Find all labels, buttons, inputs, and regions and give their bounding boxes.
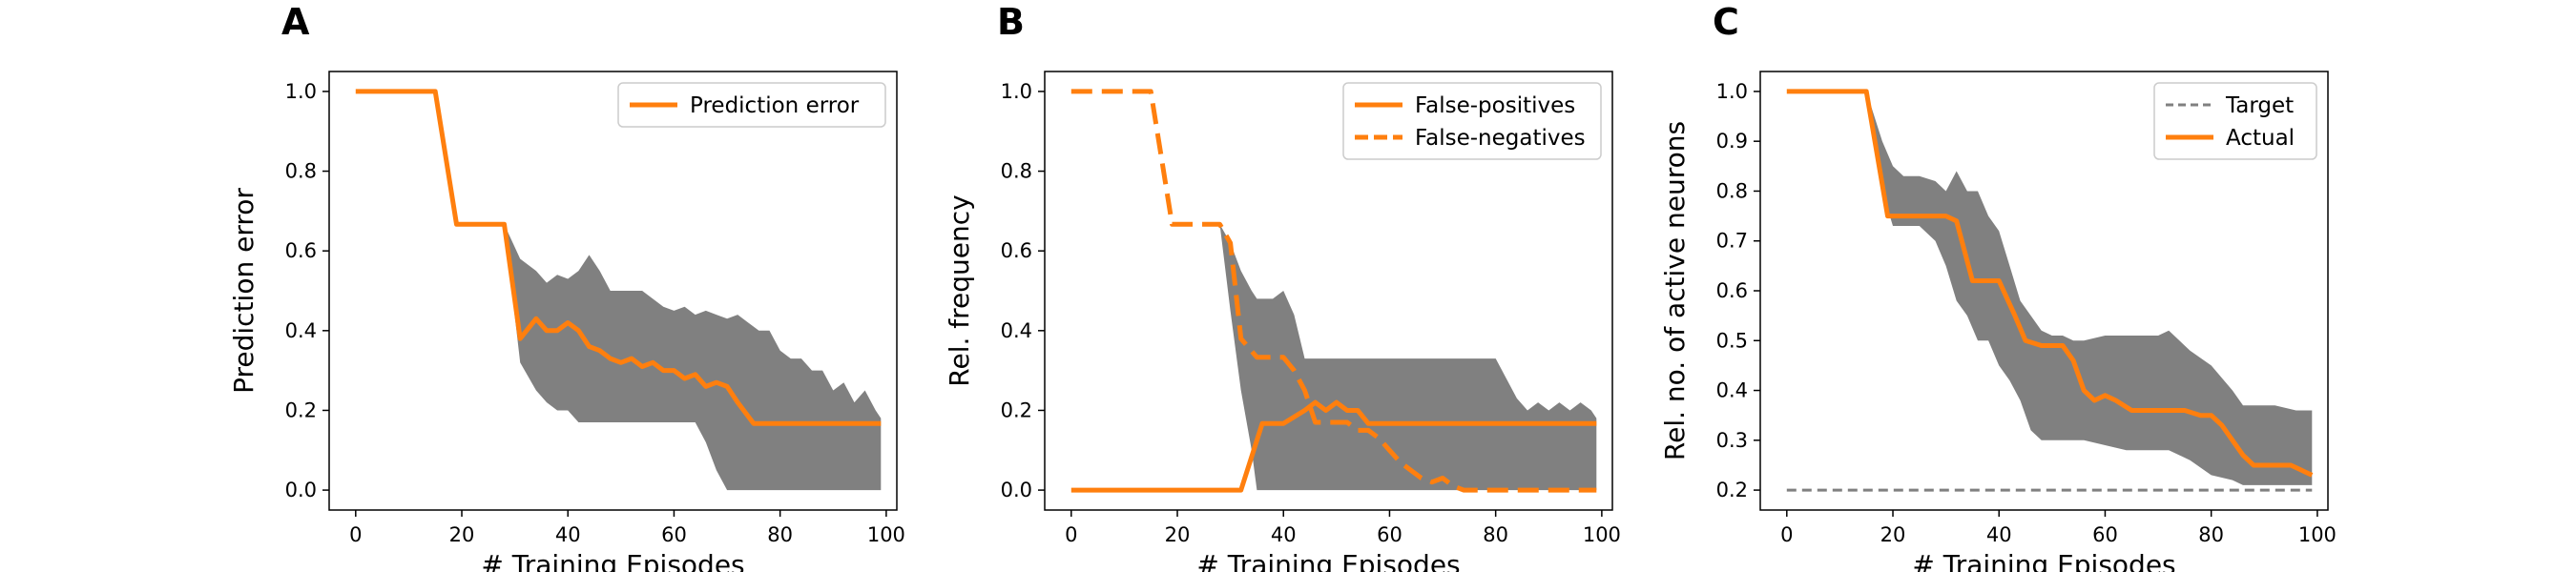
- x-tick-label: 20: [1165, 523, 1191, 546]
- x-tick-label: 20: [1880, 523, 1906, 546]
- legend-entry-label: False-negatives: [1415, 126, 1586, 151]
- x-tick-label: 40: [1271, 523, 1297, 546]
- series-line-prediction-error: [355, 89, 882, 426]
- panel-label: B: [997, 1, 1025, 43]
- y-tick-label: 0.4: [1001, 319, 1032, 342]
- y-tick-label: 0.9: [1716, 130, 1748, 153]
- y-tick-label: 0.8: [285, 160, 317, 183]
- x-tick-label: 100: [2298, 523, 2337, 546]
- y-tick-label: 0.8: [1001, 160, 1032, 183]
- chart-panel-c: C 0 20 40 60 80 100 0.2 0.3 0.4 0.5 0.6 0.7 0.8 0.9 1.0…: [1659, 1, 2337, 572]
- x-tick-label: 0: [1065, 523, 1077, 546]
- legend-entry-label: Target: [2225, 93, 2294, 118]
- y-tick-label: 0.6: [285, 239, 317, 262]
- x-axis-label: # Training Episodes: [1912, 549, 2175, 572]
- y-tick-label: 0.2: [1716, 479, 1748, 501]
- y-tick-label: 0.5: [1716, 329, 1748, 352]
- x-tick-label: 40: [1986, 523, 2012, 546]
- y-axis-label: Rel. no. of active neurons: [1659, 121, 1691, 460]
- axes-frame: [1044, 71, 1613, 511]
- y-tick-label: 0.4: [285, 319, 317, 342]
- y-tick-label: 1.0: [1716, 80, 1748, 103]
- x-tick-label: 100: [867, 523, 905, 546]
- series-line-false-negatives: [1070, 89, 1597, 493]
- chart-panel-b: B 0 20 40 60 80 100 0.0 0.2 0.4 0.6 0.8 1.0 # Trainin…: [944, 1, 1621, 572]
- y-tick-label: 0.4: [1716, 379, 1748, 402]
- legend-box: [2153, 82, 2317, 160]
- confidence-band: [504, 224, 882, 491]
- x-axis-label: # Training Episodes: [1196, 549, 1460, 572]
- axes-frame: [328, 71, 898, 511]
- legend-entry-label: False-positives: [1415, 93, 1575, 118]
- y-tick-label: 1.0: [285, 80, 317, 103]
- series-line-false-positives: [1070, 399, 1597, 493]
- y-tick-label: 0.0: [285, 479, 317, 501]
- x-tick-label: 0: [1780, 523, 1793, 546]
- x-tick-label: 20: [449, 523, 475, 546]
- panel-label: C: [1713, 1, 1739, 43]
- y-axis-label: Prediction error: [228, 188, 260, 394]
- y-tick-label: 0.6: [1001, 239, 1032, 262]
- legend: Target Actual: [2153, 82, 2317, 160]
- x-tick-label: 80: [1483, 523, 1508, 546]
- y-tick-label: 0.2: [285, 398, 317, 421]
- x-tick-label: 40: [555, 523, 581, 546]
- legend-entry-label: Actual: [2226, 126, 2295, 151]
- legend: False-positives False-negatives: [1342, 82, 1602, 160]
- x-tick-label: 100: [1583, 523, 1621, 546]
- x-tick-label: 0: [349, 523, 362, 546]
- y-tick-label: 0.3: [1716, 429, 1748, 452]
- y-tick-label: 1.0: [1001, 80, 1032, 103]
- x-tick-label: 80: [2198, 523, 2224, 546]
- confidence-band: [1219, 224, 1597, 491]
- y-tick-label: 0.6: [1716, 279, 1748, 302]
- x-tick-label: 60: [2092, 523, 2118, 546]
- confidence-band: [1866, 91, 2313, 485]
- x-axis-label: # Training Episodes: [481, 549, 744, 572]
- y-tick-label: 0.8: [1716, 179, 1748, 202]
- series-line-actual: [1786, 89, 2314, 478]
- y-tick-label: 0.0: [1001, 479, 1032, 501]
- x-tick-label: 60: [661, 523, 687, 546]
- y-tick-label: 0.2: [1001, 398, 1032, 421]
- y-tick-label: 0.7: [1716, 230, 1748, 253]
- y-axis-label: Rel. frequency: [944, 194, 975, 386]
- panel-label: A: [281, 1, 310, 43]
- legend-box: [617, 82, 886, 128]
- x-tick-label: 80: [767, 523, 793, 546]
- legend-box: [1342, 82, 1602, 160]
- chart-panel-a: A 0 20 40 60 80 100 0.0 0.2 0.4 0.6 0.8 1.0 # Trainin…: [228, 1, 905, 572]
- x-tick-label: 60: [1377, 523, 1402, 546]
- legend: Prediction error: [617, 82, 886, 128]
- legend-entry-label: Prediction error: [690, 93, 860, 118]
